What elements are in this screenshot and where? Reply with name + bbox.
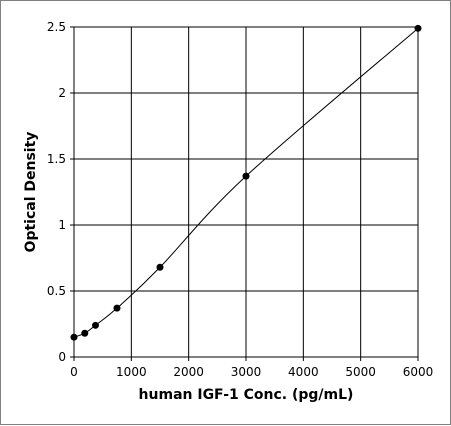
data-point: [414, 24, 422, 32]
data-points: [70, 24, 422, 341]
data-point: [242, 172, 250, 180]
data-point: [113, 304, 121, 312]
data-point: [70, 333, 78, 341]
x-tick-label: 2000: [173, 365, 204, 379]
y-tick-label: 2: [58, 86, 66, 100]
y-axis-title: Optical Density: [23, 132, 39, 253]
x-tick-label: 0: [70, 365, 78, 379]
x-tick-label: 1000: [116, 365, 147, 379]
y-axis-ticks: 0 0.5 1 1.5 2 2.5: [47, 20, 74, 364]
x-tick-label: 5000: [345, 365, 376, 379]
y-tick-label: 2.5: [47, 20, 66, 34]
y-tick-label: 1: [58, 218, 66, 232]
x-axis-ticks: 0 1000 2000 3000 4000 5000 6000: [70, 357, 433, 379]
x-axis-title: human IGF-1 Conc. (pg/mL): [139, 387, 354, 403]
data-point: [156, 263, 164, 271]
x-tick-label: 4000: [288, 365, 319, 379]
y-tick-label: 0: [58, 350, 66, 364]
x-tick-label: 3000: [231, 365, 262, 379]
chart-grid: [74, 27, 418, 357]
data-point: [92, 321, 99, 329]
x-tick-label: 6000: [403, 365, 434, 379]
y-tick-label: 1.5: [47, 152, 66, 166]
y-tick-label: 0.5: [47, 284, 66, 298]
data-point: [81, 329, 89, 337]
